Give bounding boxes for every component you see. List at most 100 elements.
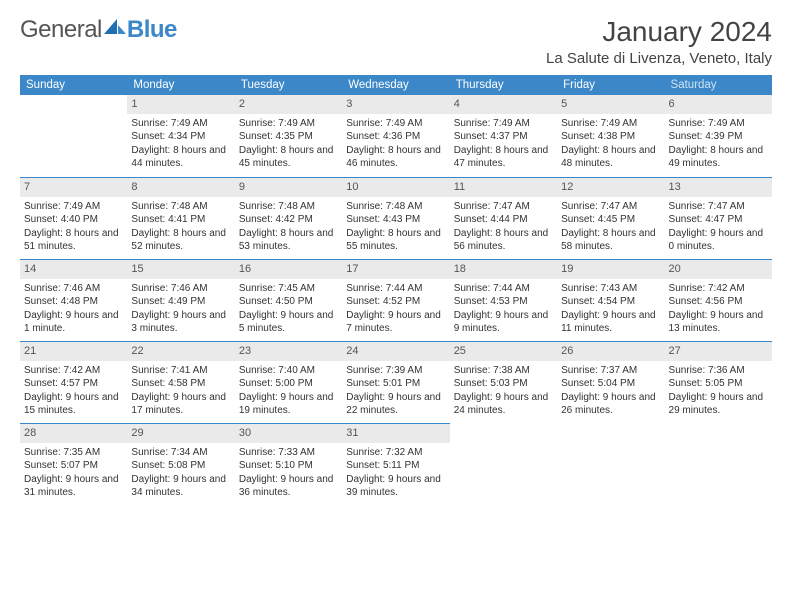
day-number: 20 — [665, 259, 772, 279]
day-number: 27 — [665, 341, 772, 361]
day-number: 14 — [20, 259, 127, 279]
day-cell: 4Sunrise: 7:49 AMSunset: 4:37 PMDaylight… — [450, 95, 557, 177]
sunrise-line: Sunrise: 7:36 AM — [669, 364, 768, 378]
day-cell: 9Sunrise: 7:48 AMSunset: 4:42 PMDaylight… — [235, 177, 342, 259]
week-row: 1 Sunrise: 7:49 AM Sunset: 4:34 PM Daylight… — [20, 95, 772, 177]
sunset-line: Sunset: 5:08 PM — [131, 459, 230, 473]
day-cell: 10 Sunrise: 7:48 AMSunset: 4:43 PMDayligh… — [342, 177, 449, 259]
weekday-sun: Sunday — [20, 75, 127, 95]
sunset-line: Sunset: 4:58 PM — [131, 377, 230, 391]
sunrise-line: Sunrise: 7:41 AM — [131, 364, 230, 378]
sunset-line: Sunset: 4:49 PM — [131, 295, 230, 309]
daylight-line: Daylight: 9 hours and 7 minutes. — [346, 309, 445, 336]
sunrise-line: Sunrise: 7:42 AM — [669, 282, 768, 296]
daylight-line: Daylight: 9 hours and 34 minutes. — [131, 473, 230, 500]
day-number: 23 — [235, 341, 342, 361]
sunset-line: Sunset: 4:42 PM — [239, 213, 338, 227]
sunset-line: Sunset: 4:45 PM — [561, 213, 660, 227]
weekday-mon: Monday — [127, 75, 234, 95]
week-row: 14Sunrise: 7:46 AMSunset: 4:48 PMDayligh… — [20, 259, 772, 341]
sunset-line: Sunset: 4:43 PM — [346, 213, 445, 227]
daylight-line: Daylight: 9 hours and 3 minutes. — [131, 309, 230, 336]
daylight-line: Daylight: 9 hours and 19 minutes. — [239, 391, 338, 418]
day-cell: 20Sunrise: 7:42 AMSunset: 4:56 PMDayligh… — [665, 259, 772, 341]
sunrise-line: Sunrise: 7:40 AM — [239, 364, 338, 378]
day-number: 22 — [127, 341, 234, 361]
sunset-line: Sunset: 4:39 PM — [669, 130, 768, 144]
day-number: 18 — [450, 259, 557, 279]
sunset-line: Sunset: 5:10 PM — [239, 459, 338, 473]
day-cell: 2Sunrise: 7:49 AMSunset: 4:35 PMDaylight… — [235, 95, 342, 177]
day-cell: 18Sunrise: 7:44 AMSunset: 4:53 PMDayligh… — [450, 259, 557, 341]
day-cell: 5Sunrise: 7:49 AMSunset: 4:38 PMDaylight… — [557, 95, 664, 177]
sunrise-line: Sunrise: 7:47 AM — [561, 200, 660, 214]
daylight-line: Daylight: 8 hours and 49 minutes. — [669, 144, 768, 171]
sunset-line: Sunset: 4:35 PM — [239, 130, 338, 144]
day-cell: 13Sunrise: 7:47 AMSunset: 4:47 PMDayligh… — [665, 177, 772, 259]
day-number: 12 — [557, 177, 664, 197]
sunset-line: Sunset: 4:38 PM — [561, 130, 660, 144]
sunrise-line: Sunrise: 7:37 AM — [561, 364, 660, 378]
day-cell: 12 Sunrise: 7:47 AMSunset: 4:45 PMDayligh… — [557, 177, 664, 259]
logo-word-2: Blue — [127, 16, 177, 44]
sunrise-line: Sunrise: 7:49 AM — [669, 117, 768, 131]
daylight-line: Daylight: 9 hours and 5 minutes. — [239, 309, 338, 336]
day-cell: 8Sunrise: 7:48 AMSunset: 4:41 PMDaylight… — [127, 177, 234, 259]
day-cell — [665, 423, 772, 505]
day-number: 26 — [557, 341, 664, 361]
weekday-header: Sunday Monday Tuesday Wednesday Thursday… — [20, 75, 772, 95]
day-cell: 22Sunrise: 7:41 AMSunset: 4:58 PMDayligh… — [127, 341, 234, 423]
daylight-line: Daylight: 9 hours and 39 minutes. — [346, 473, 445, 500]
daylight-line: Daylight: 9 hours and 36 minutes. — [239, 473, 338, 500]
day-number: 1 — [127, 95, 234, 114]
daylight-line: Daylight: 9 hours and 1 minute. — [24, 309, 123, 336]
sunrise-line: Sunrise: 7:44 AM — [454, 282, 553, 296]
daylight-line: Daylight: 9 hours and 11 minutes. — [561, 309, 660, 336]
day-number: 10 — [342, 177, 449, 197]
day-cell: 1Sunrise: 7:49 AMSunset: 4:34 PMDaylight… — [127, 95, 234, 177]
weekday-fri: Friday — [557, 75, 664, 95]
daylight-line: Daylight: 8 hours and 48 minutes. — [561, 144, 660, 171]
daylight-line: Daylight: 8 hours and 58 minutes. — [561, 227, 660, 254]
sunrise-line: Sunrise: 7:44 AM — [346, 282, 445, 296]
sunrise-line: Sunrise: 7:33 AM — [239, 446, 338, 460]
day-number: 8 — [127, 177, 234, 197]
day-cell: 17Sunrise: 7:44 AMSunset: 4:52 PMDayligh… — [342, 259, 449, 341]
daylight-line: Daylight: 9 hours and 29 minutes. — [669, 391, 768, 418]
sunrise-line: Sunrise: 7:47 AM — [454, 200, 553, 214]
daylight-line: Daylight: 9 hours and 9 minutes. — [454, 309, 553, 336]
sunrise-line: Sunrise: 7:39 AM — [346, 364, 445, 378]
day-number: 19 — [557, 259, 664, 279]
sunrise-line: Sunrise: 7:46 AM — [24, 282, 123, 296]
day-number: 29 — [127, 423, 234, 443]
sunrise-line: Sunrise: 7:48 AM — [346, 200, 445, 214]
month-title: January 2024 — [546, 16, 772, 48]
day-cell: 11Sunrise: 7:47 AMSunset: 4:44 PMDayligh… — [450, 177, 557, 259]
day-cell: 6Sunrise: 7:49 AMSunset: 4:39 PMDaylight… — [665, 95, 772, 177]
day-cell — [450, 423, 557, 505]
day-cell: 23Sunrise: 7:40 AMSunset: 5:00 PMDayligh… — [235, 341, 342, 423]
day-number: 30 — [235, 423, 342, 443]
sunset-line: Sunset: 4:44 PM — [454, 213, 553, 227]
day-cell: 7Sunrise: 7:49 AMSunset: 4:40 PMDaylight… — [20, 177, 127, 259]
sunrise-line: Sunrise: 7:48 AM — [131, 200, 230, 214]
day-cell: 30 Sunrise: 7:33 AMSunset: 5:10 PMDayligh… — [235, 423, 342, 505]
day-number: 3 — [342, 95, 449, 114]
sunset-line: Sunset: 4:37 PM — [454, 130, 553, 144]
calendar: Sunday Monday Tuesday Wednesday Thursday… — [20, 75, 772, 505]
day-cell: 27Sunrise: 7:36 AMSunset: 5:05 PMDayligh… — [665, 341, 772, 423]
sunset-line: Sunset: 4:34 PM — [131, 130, 230, 144]
day-number: 15 — [127, 259, 234, 279]
daylight-line: Daylight: 9 hours and 15 minutes. — [24, 391, 123, 418]
sunset-line: Sunset: 5:07 PM — [24, 459, 123, 473]
daylight-line: Daylight: 8 hours and 55 minutes. — [346, 227, 445, 254]
week-row: 28Sunrise: 7:35 AMSunset: 5:07 PMDayligh… — [20, 423, 772, 505]
daylight-line: Daylight: 9 hours and 24 minutes. — [454, 391, 553, 418]
sunrise-line: Sunrise: 7:46 AM — [131, 282, 230, 296]
daylight-line: Daylight: 9 hours and 0 minutes. — [669, 227, 768, 254]
week-row: 21Sunrise: 7:42 AMSunset: 4:57 PMDayligh… — [20, 341, 772, 423]
day-number: 21 — [20, 341, 127, 361]
day-number: 11 — [450, 177, 557, 197]
sunrise-line: Sunrise: 7:48 AM — [239, 200, 338, 214]
sunset-line: Sunset: 4:50 PM — [239, 295, 338, 309]
